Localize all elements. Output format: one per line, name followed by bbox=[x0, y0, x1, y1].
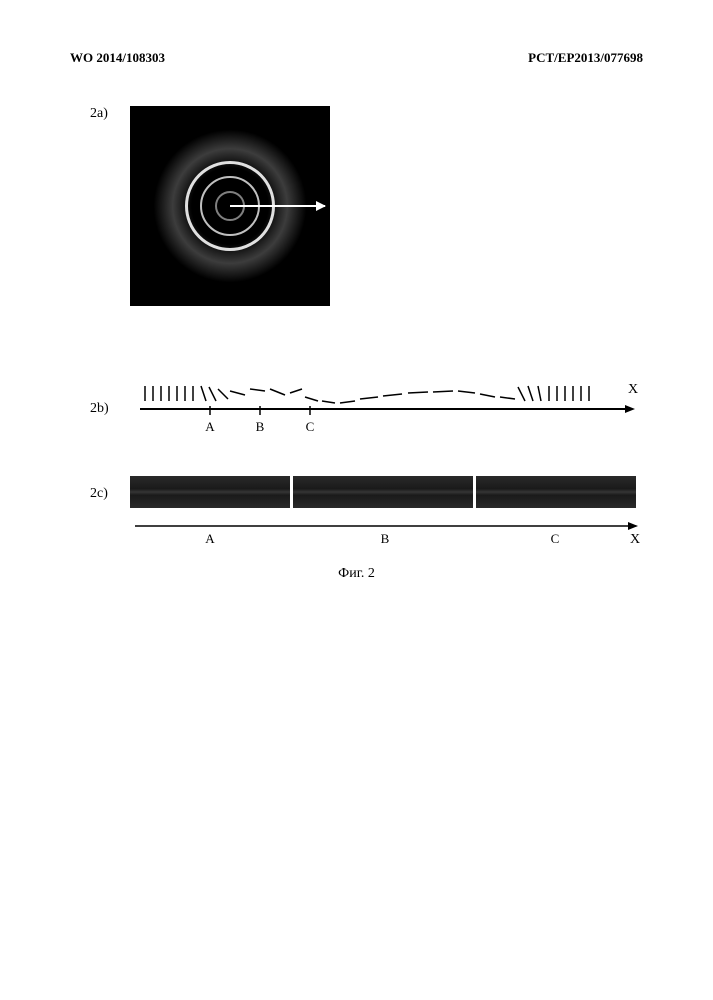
strip-b bbox=[293, 476, 473, 508]
panel-a-label: 2a) bbox=[90, 106, 108, 122]
strip-label-a: A bbox=[205, 531, 215, 546]
figure-caption: Фиг. 2 bbox=[70, 566, 643, 582]
strip-label-c: C bbox=[551, 531, 560, 546]
axis-x-b: X bbox=[628, 382, 638, 397]
strip-label-b: B bbox=[381, 531, 390, 546]
header-right: PCT/EP2013/077698 bbox=[528, 50, 643, 66]
panel-b-diagram: A B C X bbox=[130, 381, 640, 441]
panel-a-diffraction-image bbox=[130, 106, 330, 306]
tick-a: A bbox=[205, 419, 215, 434]
panel-c-strips: A B C X bbox=[130, 476, 640, 553]
panel-c-label: 2c) bbox=[90, 486, 108, 502]
header-left: WO 2014/108303 bbox=[70, 50, 165, 66]
strip-a bbox=[130, 476, 290, 508]
tick-b: B bbox=[256, 419, 265, 434]
strip-c bbox=[476, 476, 636, 508]
tick-c: C bbox=[306, 419, 315, 434]
axis-x-c: X bbox=[630, 532, 640, 547]
panel-b-label: 2b) bbox=[90, 401, 109, 417]
